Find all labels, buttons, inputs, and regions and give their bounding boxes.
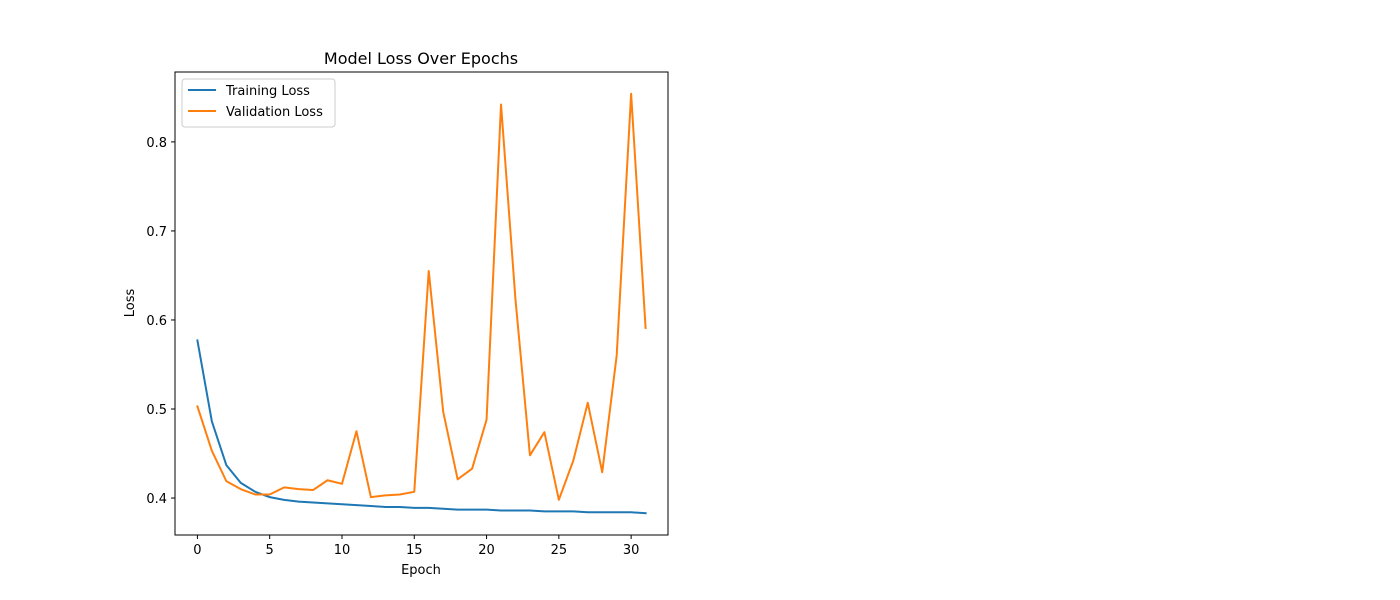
x-tick-label: 5 (266, 543, 274, 558)
y-tick-label: 0.6 (146, 314, 167, 329)
plot-area (174, 71, 669, 536)
x-tick-label: 0 (193, 543, 201, 558)
plot-frame (174, 71, 669, 536)
y-tick-label: 0.4 (146, 492, 167, 507)
legend-label-training-loss: Training Loss (225, 84, 310, 99)
x-tick-label: 15 (406, 543, 423, 558)
chart-title: Model Loss Over Epochs (324, 49, 518, 68)
series-lines (196, 92, 647, 515)
y-tick-label: 0.8 (146, 136, 167, 151)
x-axis: 0 5 10 15 20 25 30 (193, 535, 639, 558)
x-tick-label: 20 (478, 543, 495, 558)
y-axis: 0.4 0.5 0.6 0.7 0.8 (146, 136, 175, 507)
x-tick-label: 25 (551, 543, 568, 558)
x-tick-label: 30 (623, 543, 640, 558)
y-tick-label: 0.5 (146, 403, 167, 418)
legend-label-validation-loss: Validation Loss (226, 105, 323, 120)
x-tick-label: 10 (334, 543, 351, 558)
y-axis-label: Loss (123, 289, 138, 318)
series-line-training-loss (196, 339, 647, 515)
series-line-validation-loss (196, 92, 647, 501)
y-tick-label: 0.7 (146, 225, 167, 240)
x-axis-label: Epoch (401, 563, 441, 578)
legend-box (181, 78, 336, 128)
legend: Training Loss Validation Loss (181, 78, 336, 128)
